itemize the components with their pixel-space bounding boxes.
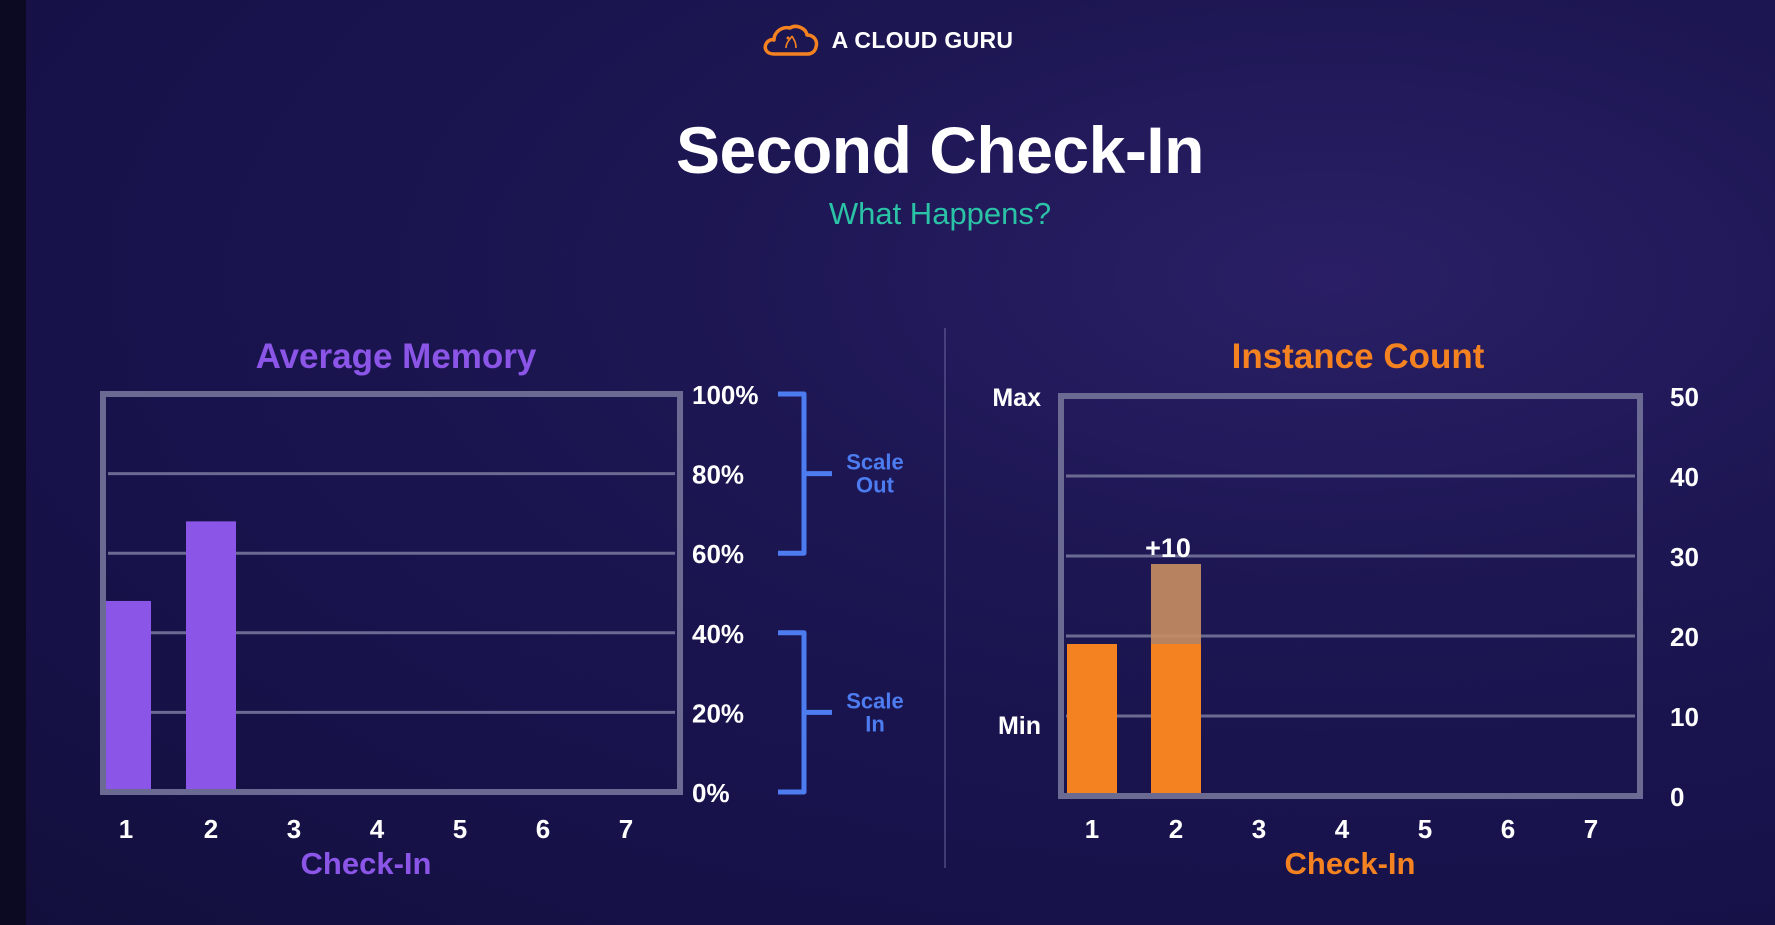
instance-chart-title: Instance Count bbox=[1232, 337, 1485, 376]
bracket-label: In bbox=[865, 711, 885, 736]
memory-y-tick: 60% bbox=[692, 539, 744, 569]
page-subtitle: What Happens? bbox=[828, 196, 1052, 231]
instance-y-tick: 0 bbox=[1670, 782, 1684, 812]
memory-bar bbox=[186, 521, 236, 790]
instance-x-tick: 3 bbox=[1252, 814, 1266, 844]
instance-x-tick: 2 bbox=[1169, 814, 1183, 844]
instance-bar bbox=[1067, 644, 1117, 794]
instance-added-bar bbox=[1151, 564, 1201, 644]
instance-bar bbox=[1151, 644, 1201, 794]
memory-x-tick: 5 bbox=[453, 814, 467, 844]
memory-x-label: Check-In bbox=[301, 846, 432, 881]
memory-x-tick: 6 bbox=[536, 814, 550, 844]
memory-bar bbox=[101, 600, 151, 790]
brand-name: A CLOUD GURU bbox=[831, 26, 1014, 53]
page-title: Second Check-In bbox=[676, 113, 1204, 187]
bracket-label: Scale bbox=[846, 688, 904, 713]
instance-y-tick: 40 bbox=[1670, 462, 1699, 492]
memory-x-tick: 1 bbox=[119, 814, 133, 844]
added-label: +10 bbox=[1145, 533, 1191, 563]
bracket-scale-out bbox=[778, 391, 832, 556]
bracket-label: Out bbox=[856, 473, 895, 498]
memory-y-tick: 20% bbox=[692, 698, 744, 728]
instance-frame bbox=[1058, 393, 1643, 799]
memory-y-tick: 0% bbox=[692, 778, 730, 808]
memory-x-tick: 7 bbox=[619, 814, 633, 844]
memory-frame bbox=[100, 391, 683, 795]
memory-y-tick: 80% bbox=[692, 460, 744, 490]
instance-x-tick: 4 bbox=[1335, 814, 1350, 844]
instance-y-tick: 50 bbox=[1670, 382, 1699, 412]
bracket-scale-in bbox=[778, 630, 832, 795]
memory-y-tick: 100% bbox=[692, 380, 759, 410]
instance-x-label: Check-In bbox=[1285, 846, 1416, 881]
instance-y-tick: 30 bbox=[1670, 542, 1699, 572]
memory-x-tick: 3 bbox=[287, 814, 301, 844]
left-edge-strip bbox=[0, 0, 26, 925]
bracket-label: Scale bbox=[846, 450, 904, 475]
instance-x-tick: 5 bbox=[1418, 814, 1432, 844]
marker-min: Min bbox=[998, 712, 1041, 740]
marker-max: Max bbox=[992, 384, 1041, 412]
instance-y-tick: 20 bbox=[1670, 622, 1699, 652]
memory-x-tick: 4 bbox=[370, 814, 385, 844]
cloud-logo-icon bbox=[763, 24, 818, 56]
panel-divider bbox=[944, 328, 946, 868]
memory-chart-title: Average Memory bbox=[256, 337, 537, 376]
brand-header: A CLOUD GURU bbox=[0, 22, 1775, 58]
instance-x-tick: 7 bbox=[1584, 814, 1598, 844]
memory-x-tick: 2 bbox=[204, 814, 218, 844]
memory-y-tick: 40% bbox=[692, 619, 744, 649]
instance-y-tick: 10 bbox=[1670, 702, 1699, 732]
instance-x-tick: 1 bbox=[1085, 814, 1099, 844]
instance-x-tick: 6 bbox=[1501, 814, 1515, 844]
